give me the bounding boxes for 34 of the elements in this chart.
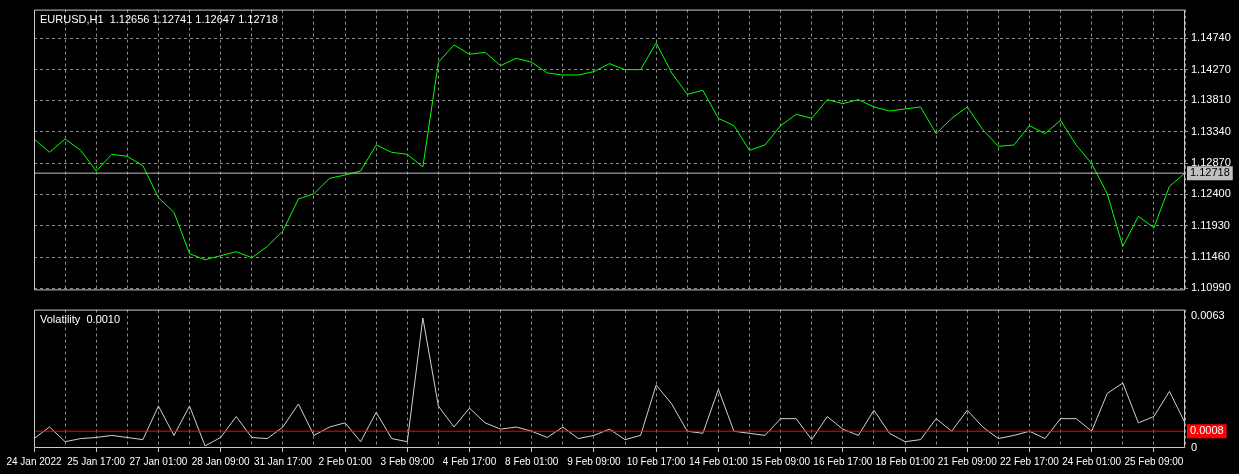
x-tick-label: 18 Feb 01:00 <box>875 455 935 467</box>
y-tick-label: 0 <box>1191 441 1198 454</box>
x-tick-label: 22 Feb 17:00 <box>999 455 1060 467</box>
x-tick-label: 27 Jan 01:00 <box>129 455 188 467</box>
x-tick-label: 31 Jan 17:00 <box>253 455 313 467</box>
x-tick-label: 3 Feb 09:00 <box>380 455 435 467</box>
x-tick-label: 25 Jan 17:00 <box>67 455 126 467</box>
x-tick-label: 16 Feb 17:00 <box>813 455 873 467</box>
x-tick-label: 8 Feb 01:00 <box>505 455 559 467</box>
y-tick-label: 1.13340 <box>1191 124 1231 137</box>
x-tick-label: 4 Feb 17:00 <box>442 455 497 467</box>
y-tick-label: 1.14740 <box>1191 31 1231 44</box>
ref-line-label: 0.0008 <box>1190 424 1224 437</box>
x-tick-label: 9 Feb 09:00 <box>567 455 622 467</box>
y-tick-label: 1.11930 <box>1191 218 1230 231</box>
y-tick-label: 0.0063 <box>1191 308 1225 321</box>
x-tick-label: 14 Feb 01:00 <box>688 455 749 467</box>
x-tick-label: 24 Jan 2022 <box>6 455 62 467</box>
y-tick-label: 1.12400 <box>1191 187 1231 200</box>
chart-title: Volatility 0.0010 <box>40 313 121 326</box>
x-tick-label: 24 Feb 01:00 <box>1062 455 1122 467</box>
y-tick-label: 1.11460 <box>1191 250 1230 263</box>
x-tick-label: 15 Feb 09:00 <box>751 455 811 467</box>
ref-line-label: 1.12718 <box>1190 166 1230 179</box>
y-tick-label: 1.10990 <box>1191 281 1231 294</box>
x-tick-label: 21 Feb 09:00 <box>937 455 998 467</box>
x-tick-label: 10 Feb 17:00 <box>626 455 687 467</box>
x-tick-label: 28 Jan 09:00 <box>191 455 250 467</box>
x-tick-label: 2 Feb 01:00 <box>318 455 373 467</box>
x-tick-label: 25 Feb 09:00 <box>1124 455 1184 467</box>
y-tick-label: 1.12870 <box>1191 156 1231 169</box>
y-tick-label: 1.14270 <box>1191 62 1231 75</box>
chart-title: EURUSD,H1 1.12656 1.12741 1.12647 1.12718 <box>40 13 278 26</box>
y-tick-label: 1.13810 <box>1191 93 1231 106</box>
